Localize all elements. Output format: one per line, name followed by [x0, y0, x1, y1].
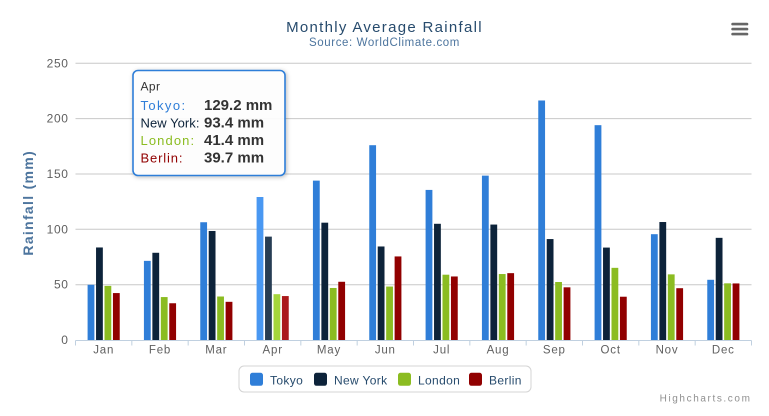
svg-text:129.2 mm: 129.2 mm	[204, 97, 272, 114]
svg-text:Tokyo: Tokyo	[270, 373, 303, 387]
svg-text:Sep: Sep	[543, 345, 566, 357]
svg-text:39.7 mm: 39.7 mm	[204, 150, 264, 167]
svg-text:Jul: Jul	[433, 345, 450, 357]
svg-text:50: 50	[54, 278, 69, 292]
svg-text:Mar: Mar	[205, 345, 227, 357]
svg-text:Apr: Apr	[141, 80, 161, 94]
svg-text:Source: WorldClimate.com: Source: WorldClimate.com	[309, 37, 460, 49]
svg-text:41.4 mm: 41.4 mm	[204, 132, 264, 149]
svg-text:100: 100	[47, 222, 69, 236]
svg-text:200: 200	[47, 112, 69, 126]
svg-text:Berlin:: Berlin:	[141, 151, 184, 166]
svg-text:0: 0	[61, 333, 68, 347]
svg-text:Aug: Aug	[487, 345, 510, 357]
svg-text:New York:: New York:	[141, 116, 200, 131]
svg-text:London:: London:	[141, 133, 196, 148]
svg-text:Jan: Jan	[93, 345, 114, 357]
svg-text:250: 250	[47, 56, 69, 70]
svg-text:New York: New York	[334, 373, 388, 387]
svg-text:Rainfall (mm): Rainfall (mm)	[20, 150, 36, 256]
svg-text:Berlin: Berlin	[489, 373, 522, 387]
svg-text:93.4 mm: 93.4 mm	[204, 115, 264, 132]
svg-text:May: May	[317, 345, 341, 357]
svg-text:150: 150	[47, 167, 69, 181]
svg-text:Monthly Average Rainfall: Monthly Average Rainfall	[286, 19, 483, 36]
svg-text:Highcharts.com: Highcharts.com	[660, 394, 752, 405]
svg-text:Oct: Oct	[601, 345, 621, 357]
svg-text:Feb: Feb	[149, 345, 171, 357]
svg-text:Apr: Apr	[263, 345, 283, 357]
svg-text:Dec: Dec	[712, 345, 735, 357]
svg-text:Tokyo:: Tokyo:	[141, 98, 187, 113]
svg-text:Jun: Jun	[375, 345, 396, 357]
svg-text:Nov: Nov	[656, 345, 679, 357]
svg-text:London: London	[418, 373, 460, 387]
